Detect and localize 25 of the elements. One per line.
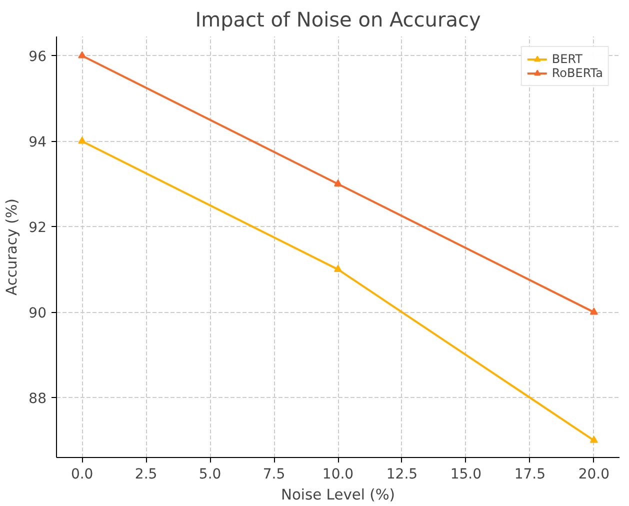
legend-label: BERT bbox=[552, 52, 582, 66]
point bbox=[78, 51, 86, 58]
point bbox=[334, 179, 342, 186]
point bbox=[334, 264, 342, 272]
y-tick-label: 96 bbox=[28, 49, 47, 66]
y-axis-title: Accuracy (%) bbox=[4, 198, 21, 296]
point bbox=[590, 436, 598, 443]
x-tick-label: 2.5 bbox=[134, 466, 158, 482]
y-tick-label: 94 bbox=[28, 134, 47, 151]
x-tick-label: 10.0 bbox=[322, 466, 354, 482]
y-tick-label: 90 bbox=[28, 306, 47, 322]
legend-label: RoBERTa bbox=[552, 66, 603, 80]
x-tick-label: 7.5 bbox=[262, 466, 286, 482]
x-tick-label: 20.0 bbox=[578, 466, 610, 482]
x-axis-title: Noise Level (%) bbox=[280, 486, 396, 504]
x-tick-label: 15.0 bbox=[450, 466, 482, 482]
x-tick-label: 5.0 bbox=[198, 466, 222, 482]
x-tick-label: 17.5 bbox=[514, 466, 546, 482]
x-tick-label: 0.0 bbox=[70, 466, 94, 482]
point bbox=[78, 136, 86, 144]
x-tick-label: 12.5 bbox=[386, 466, 418, 482]
y-tick-label: 92 bbox=[28, 220, 47, 236]
y-tick-label: 88 bbox=[28, 391, 47, 408]
point bbox=[590, 308, 598, 315]
chart-title: Impact of Noise on Accuracy bbox=[195, 8, 481, 32]
